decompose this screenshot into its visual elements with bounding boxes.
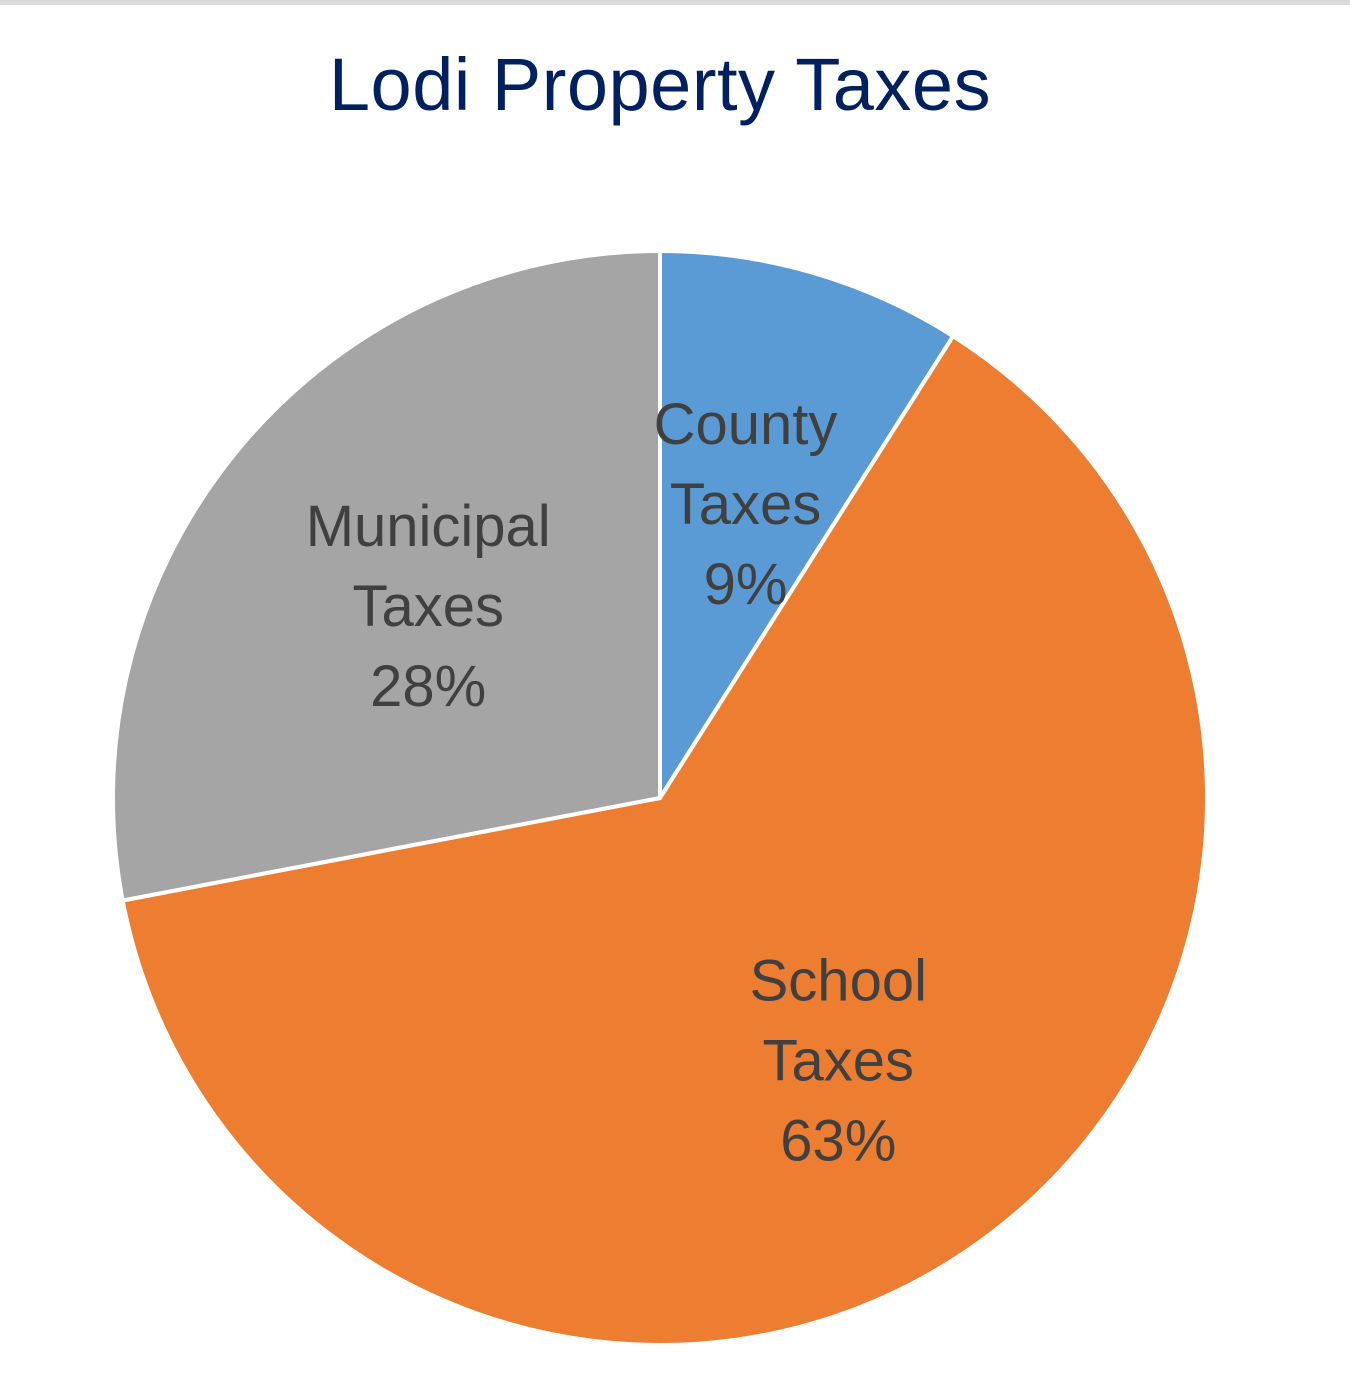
data-label-school: School Taxes 63% — [750, 948, 927, 1173]
data-label-name: School — [750, 948, 927, 1013]
data-label-county: County Taxes 9% — [654, 392, 838, 617]
data-label-name: Taxes — [352, 574, 504, 639]
data-label-name: Taxes — [763, 1028, 915, 1093]
data-label-name: County — [654, 392, 838, 457]
data-label-name: Taxes — [670, 472, 822, 537]
top-border — [0, 0, 1350, 5]
data-label-value: 63% — [780, 1108, 896, 1173]
pie-labels: County Taxes 9% School Taxes 63% Municipal Taxe… — [306, 392, 927, 1174]
data-label-name: Municipal — [306, 494, 551, 559]
data-label-value: 28% — [370, 654, 486, 719]
data-label-value: 9% — [704, 552, 788, 617]
pie-slice-county — [658, 249, 956, 800]
pie-slices — [111, 249, 1209, 1347]
data-label-municipal: Municipal Taxes 28% — [306, 494, 551, 719]
pie-slice-municipal — [111, 249, 662, 903]
chart-title: Lodi Property Taxes — [328, 43, 992, 126]
pie-slice-school — [120, 334, 1209, 1347]
